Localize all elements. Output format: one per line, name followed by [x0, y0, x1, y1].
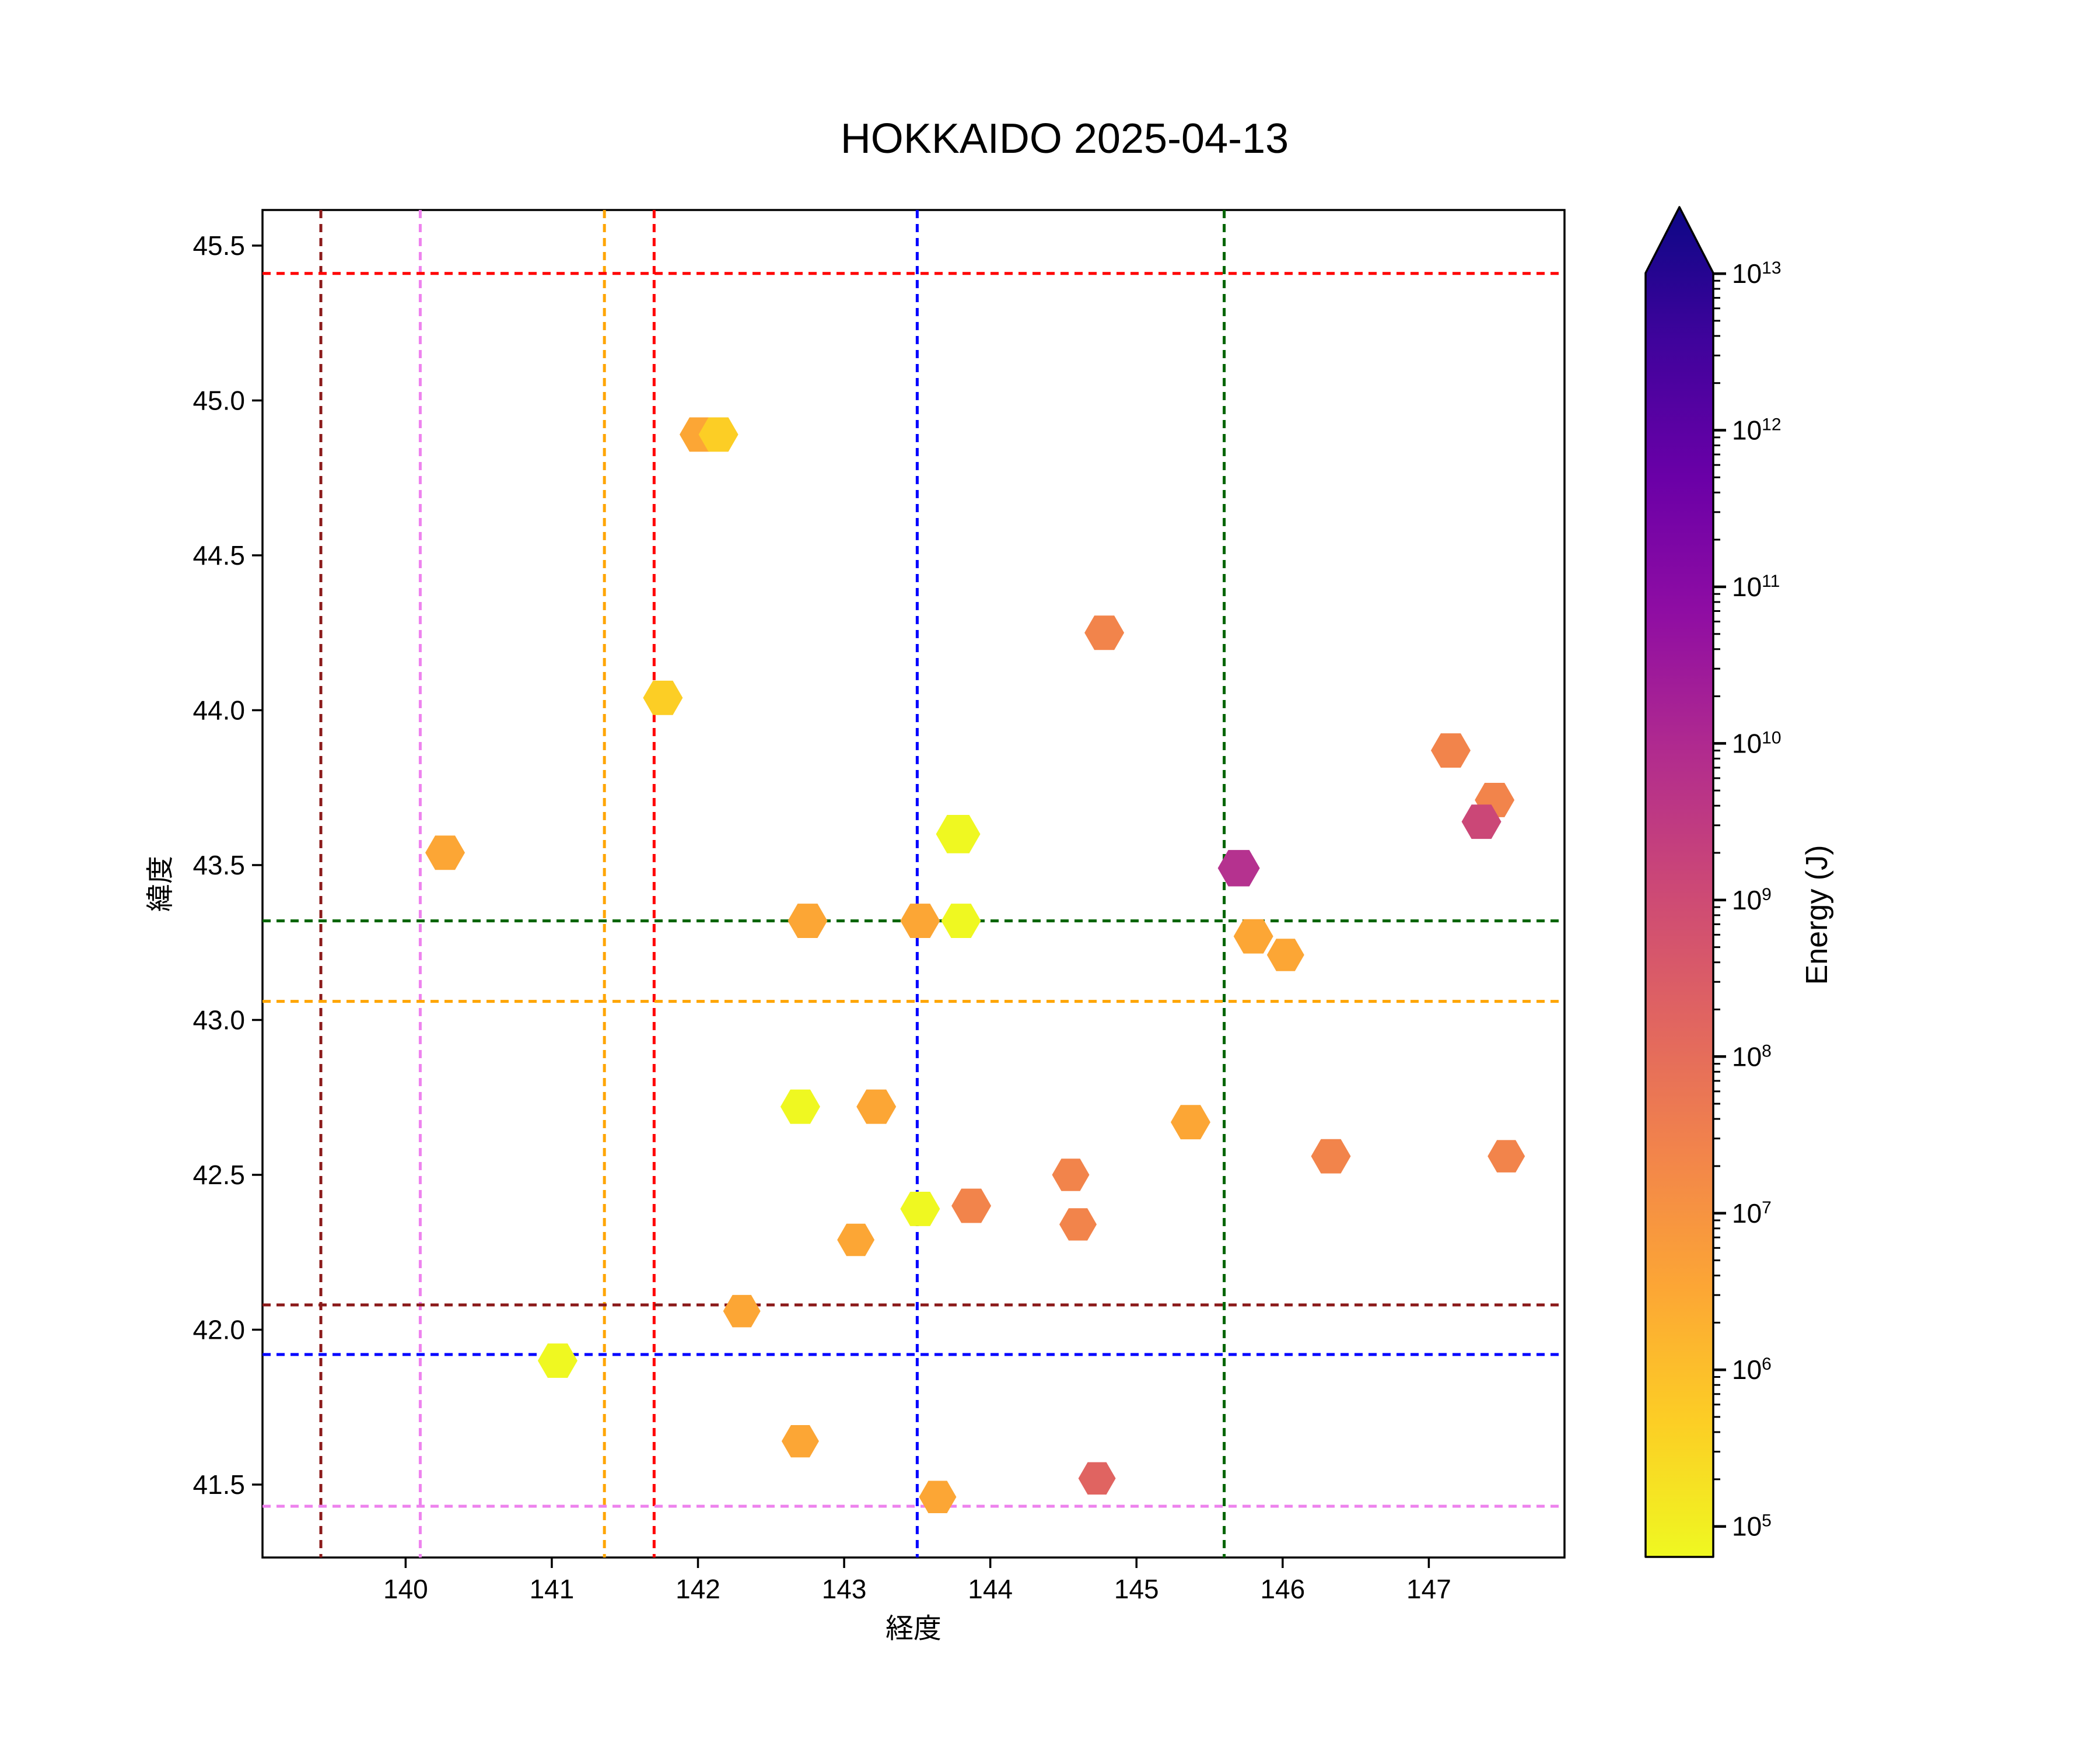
svg-text:43.0: 43.0 [192, 1005, 245, 1035]
svg-text:43.5: 43.5 [192, 850, 245, 880]
svg-text:42.5: 42.5 [192, 1160, 245, 1190]
svg-text:144: 144 [968, 1574, 1013, 1604]
svg-text:141: 141 [530, 1574, 575, 1604]
svg-text:1010: 1010 [1732, 728, 1782, 759]
svg-text:109: 109 [1732, 884, 1772, 915]
svg-text:HOKKAIDO 2025-04-13: HOKKAIDO 2025-04-13 [841, 116, 1289, 162]
svg-text:44.5: 44.5 [192, 540, 245, 570]
svg-text:106: 106 [1732, 1354, 1772, 1385]
svg-text:142: 142 [676, 1574, 720, 1604]
svg-text:108: 108 [1732, 1041, 1772, 1072]
svg-text:1012: 1012 [1732, 415, 1782, 446]
svg-text:140: 140 [383, 1574, 428, 1604]
svg-text:44.0: 44.0 [192, 695, 245, 726]
svg-text:143: 143 [822, 1574, 867, 1604]
svg-text:経度: 経度 [886, 1605, 942, 1646]
svg-text:1011: 1011 [1732, 572, 1780, 603]
svg-text:緯度: 緯度 [137, 856, 178, 912]
svg-text:42.0: 42.0 [192, 1315, 245, 1345]
svg-text:105: 105 [1732, 1511, 1772, 1542]
svg-text:45.5: 45.5 [192, 230, 245, 261]
svg-text:41.5: 41.5 [192, 1469, 245, 1500]
svg-text:1013: 1013 [1732, 258, 1782, 289]
svg-text:145: 145 [1114, 1574, 1159, 1604]
svg-text:45.0: 45.0 [192, 386, 245, 416]
svg-text:107: 107 [1732, 1198, 1772, 1228]
svg-text:Energy (J): Energy (J) [1800, 845, 1834, 985]
svg-text:146: 146 [1260, 1574, 1305, 1604]
svg-text:147: 147 [1406, 1574, 1451, 1604]
